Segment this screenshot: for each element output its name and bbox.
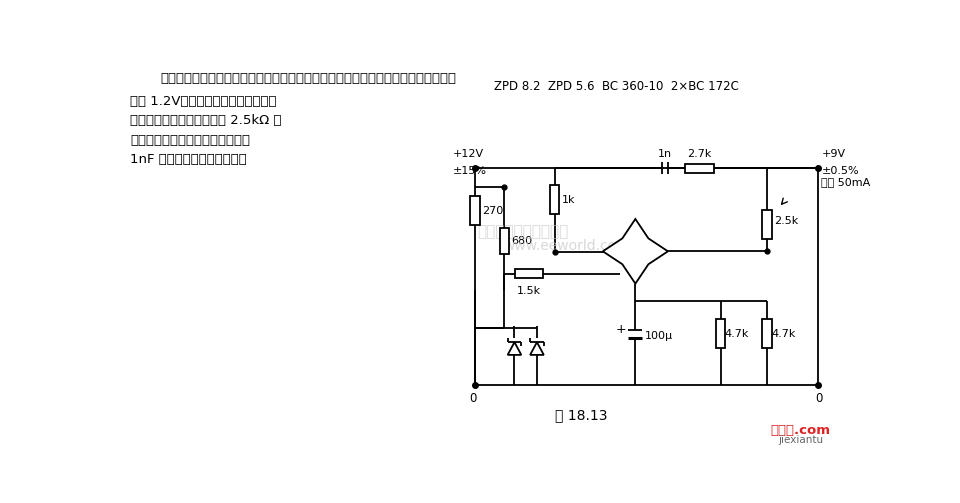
Text: 270: 270 bbox=[482, 206, 503, 215]
Bar bbox=[762, 210, 772, 239]
Text: 100µ: 100µ bbox=[645, 331, 673, 341]
Polygon shape bbox=[508, 342, 521, 355]
Text: 2.7k: 2.7k bbox=[687, 149, 712, 159]
Text: www.eeworld.com.cn: www.eeworld.com.cn bbox=[504, 239, 651, 253]
Text: 图 18.13: 图 18.13 bbox=[555, 408, 608, 423]
Text: 该电路以串联晶体管的集电极作输出端，最低转入电压与稳定输出电压间的电压差可: 该电路以串联晶体管的集电极作输出端，最低转入电压与稳定输出电压间的电压差可 bbox=[160, 72, 456, 85]
Polygon shape bbox=[530, 342, 543, 355]
Text: ZPD 8.2  ZPD 5.6  BC 360-10  2×BC 172C: ZPD 8.2 ZPD 5.6 BC 360-10 2×BC 172C bbox=[493, 80, 738, 94]
Text: +9V: +9V bbox=[822, 149, 846, 159]
Text: 4.7k: 4.7k bbox=[771, 328, 796, 339]
Bar bbox=[716, 319, 725, 349]
Text: 最大 50mA: 最大 50mA bbox=[822, 177, 871, 187]
Text: ±0.5%: ±0.5% bbox=[822, 166, 859, 176]
Bar bbox=[500, 228, 509, 255]
Text: 接线图.com: 接线图.com bbox=[771, 424, 830, 437]
Bar bbox=[762, 319, 772, 349]
Text: 输出电压有高稳定度。利用 2.5kΩ 电: 输出电压有高稳定度。利用 2.5kΩ 电 bbox=[130, 114, 281, 127]
Text: 0: 0 bbox=[815, 392, 823, 405]
Text: 位器可以使输出电压调至给定值。: 位器可以使输出电压调至给定值。 bbox=[130, 133, 250, 146]
Text: ±15%: ±15% bbox=[453, 166, 488, 176]
Text: +: + bbox=[615, 322, 626, 336]
Text: +12V: +12V bbox=[453, 149, 485, 159]
Text: 1k: 1k bbox=[562, 195, 575, 205]
Bar bbox=[470, 196, 480, 225]
Bar bbox=[550, 185, 560, 214]
Text: 小至 1.2V。采用两个稳压管可以保证: 小至 1.2V。采用两个稳压管可以保证 bbox=[130, 95, 276, 108]
Text: jiexiantu: jiexiantu bbox=[778, 435, 823, 445]
Text: 4.7k: 4.7k bbox=[725, 328, 749, 339]
Text: 1n: 1n bbox=[658, 149, 672, 159]
Bar bbox=[685, 163, 714, 173]
Text: 杭州炫睿科技有限公司: 杭州炫睿科技有限公司 bbox=[477, 224, 568, 239]
Text: 1nF 电容可以抑制高频振荡。: 1nF 电容可以抑制高频振荡。 bbox=[130, 153, 247, 166]
Text: 1.5k: 1.5k bbox=[517, 286, 541, 296]
Polygon shape bbox=[603, 219, 668, 284]
Text: 2.5k: 2.5k bbox=[774, 215, 799, 225]
Text: 680: 680 bbox=[512, 236, 533, 246]
Bar bbox=[516, 269, 543, 278]
Text: 0: 0 bbox=[469, 392, 477, 405]
